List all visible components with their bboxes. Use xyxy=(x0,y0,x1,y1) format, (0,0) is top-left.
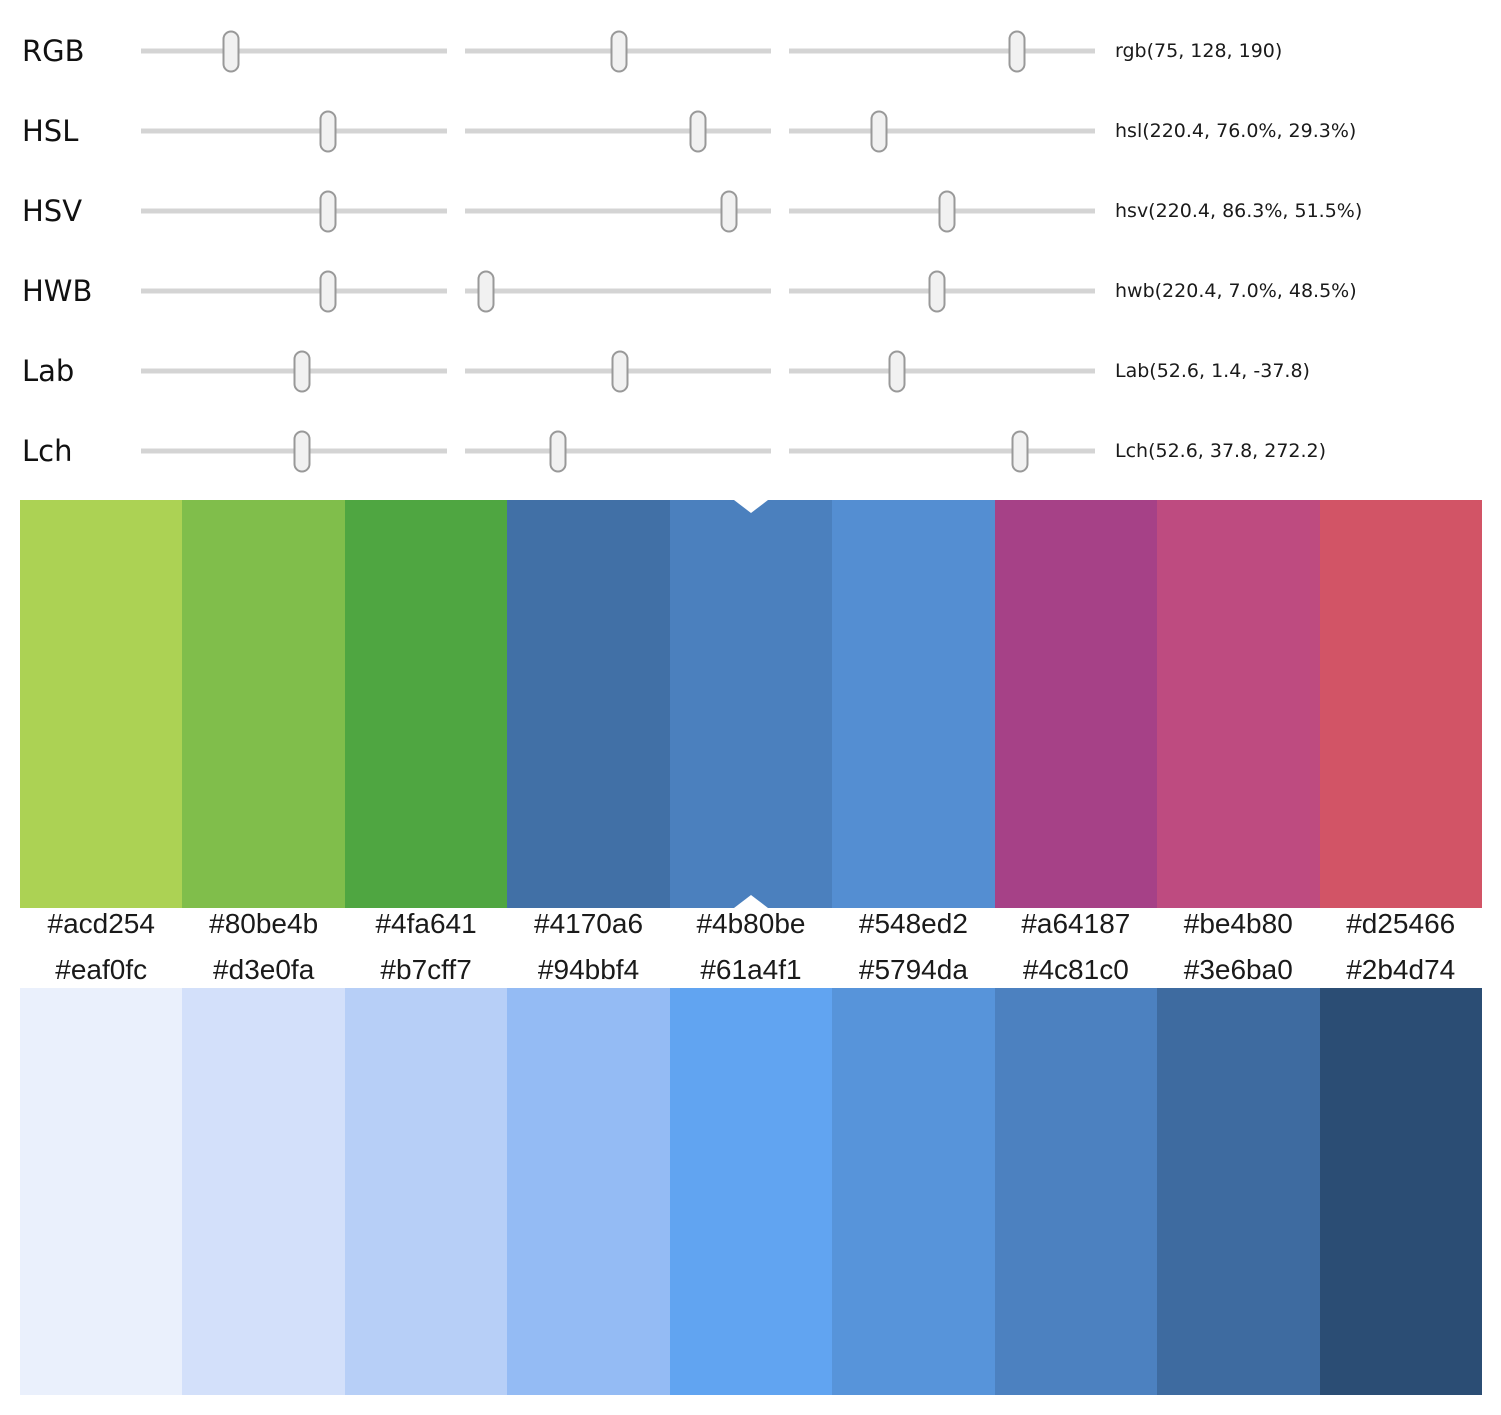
hsv-s-slider-thumb[interactable] xyxy=(720,190,738,232)
rgb-r-slider-track[interactable] xyxy=(141,30,447,72)
hex-label: #4fa641 xyxy=(375,908,477,939)
shades-hex-labels: #eaf0fc #d3e0fa #b7cff7 #94bbf4 #61a4f1 … xyxy=(20,954,1482,986)
lch-label: Lch xyxy=(22,434,73,468)
hex-label: #4170a6 xyxy=(534,908,644,939)
hex-label: #be4b80 xyxy=(1183,908,1293,939)
slider-row-hsl: HSL hsl(220.4, 76.0%, 29.3%) xyxy=(0,101,1501,161)
shade-swatch-8[interactable] xyxy=(1157,988,1320,1395)
hsv-value-text: hsv(220.4, 86.3%, 51.5%) xyxy=(1115,200,1363,222)
shade-swatch-3[interactable] xyxy=(344,988,508,1395)
hwb-label: HWB xyxy=(22,274,93,308)
harmony-swatch-7[interactable] xyxy=(994,500,1158,908)
hsv-h-slider-thumb[interactable] xyxy=(319,190,337,232)
hex-label: #94bbf4 xyxy=(537,954,640,985)
lch-c-slider-track[interactable] xyxy=(465,430,771,472)
hwb-w-slider-thumb[interactable] xyxy=(477,270,495,312)
hsl-value-text: hsl(220.4, 76.0%, 29.3%) xyxy=(1115,120,1357,142)
selected-swatch-marker-bottom-icon xyxy=(733,895,768,908)
hex-label: #eaf0fc xyxy=(55,954,148,985)
hsl-h-slider-track[interactable] xyxy=(141,110,447,152)
hsv-label: HSV xyxy=(22,194,83,228)
rgb-r-slider-thumb[interactable] xyxy=(222,30,240,72)
rgb-b-slider-thumb[interactable] xyxy=(1008,30,1026,72)
hex-label: #a64187 xyxy=(1021,908,1131,939)
lch-c-slider-thumb[interactable] xyxy=(549,430,567,472)
harmony-swatch-4[interactable] xyxy=(507,500,670,908)
rgb-value-text: rgb(75, 128, 190) xyxy=(1115,40,1283,62)
harmony-swatch-5-selected[interactable] xyxy=(669,500,833,908)
hex-label: #3e6ba0 xyxy=(1183,954,1293,985)
harmony-swatch-9[interactable] xyxy=(1319,500,1482,908)
hsl-h-slider-thumb[interactable] xyxy=(319,110,337,152)
shade-swatch-1[interactable] xyxy=(20,988,183,1395)
selected-swatch-marker-top-icon xyxy=(733,500,768,513)
hsl-label: HSL xyxy=(22,114,79,148)
shade-swatch-7[interactable] xyxy=(994,988,1158,1395)
shade-swatch-6[interactable] xyxy=(832,988,995,1395)
harmony-swatch-3[interactable] xyxy=(344,500,508,908)
lab-b-slider-track[interactable] xyxy=(789,350,1095,392)
lch-l-slider-thumb[interactable] xyxy=(293,430,311,472)
lab-b-slider-thumb[interactable] xyxy=(888,350,906,392)
lab-a-slider-thumb[interactable] xyxy=(611,350,629,392)
rgb-g-slider-thumb[interactable] xyxy=(610,30,628,72)
hex-label: #5794da xyxy=(858,954,968,985)
hwb-h-slider-track[interactable] xyxy=(141,270,447,312)
harmony-palette xyxy=(20,500,1482,908)
lab-l-slider-thumb[interactable] xyxy=(293,350,311,392)
shade-swatch-5[interactable] xyxy=(669,988,833,1395)
rgb-b-slider-track[interactable] xyxy=(789,30,1095,72)
hex-label: #acd254 xyxy=(47,908,155,939)
slider-row-lch: Lch Lch(52.6, 37.8, 272.2) xyxy=(0,421,1501,481)
harmony-swatch-1[interactable] xyxy=(20,500,183,908)
lab-a-slider-track[interactable] xyxy=(465,350,771,392)
hwb-h-slider-thumb[interactable] xyxy=(319,270,337,312)
hex-label: #61a4f1 xyxy=(700,954,802,985)
lch-l-slider-track[interactable] xyxy=(141,430,447,472)
hsl-s-slider-thumb[interactable] xyxy=(689,110,707,152)
shades-palette xyxy=(20,988,1482,1395)
hsv-v-slider-track[interactable] xyxy=(789,190,1095,232)
slider-row-lab: Lab Lab(52.6, 1.4, -37.8) xyxy=(0,341,1501,401)
lab-l-slider-track[interactable] xyxy=(141,350,447,392)
hsl-l-slider-thumb[interactable] xyxy=(870,110,888,152)
harmony-swatch-8[interactable] xyxy=(1157,500,1320,908)
rgb-label: RGB xyxy=(22,34,85,68)
lab-value-text: Lab(52.6, 1.4, -37.8) xyxy=(1115,360,1310,382)
hex-label: #4b80be xyxy=(696,908,806,939)
lch-value-text: Lch(52.6, 37.8, 272.2) xyxy=(1115,440,1327,462)
slider-row-hwb: HWB hwb(220.4, 7.0%, 48.5%) xyxy=(0,261,1501,321)
hsv-v-slider-thumb[interactable] xyxy=(938,190,956,232)
harmony-swatch-6[interactable] xyxy=(832,500,995,908)
hex-label: #548ed2 xyxy=(858,908,968,939)
slider-row-rgb: RGB rgb(75, 128, 190) xyxy=(0,21,1501,81)
shade-swatch-2[interactable] xyxy=(182,988,345,1395)
hex-label: #80be4b xyxy=(209,908,319,939)
harmony-hex-labels: #acd254 #80be4b #4fa641 #4170a6 #4b80be … xyxy=(20,908,1482,940)
lch-h-slider-thumb[interactable] xyxy=(1011,430,1029,472)
slider-row-hsv: HSV hsv(220.4, 86.3%, 51.5%) xyxy=(0,181,1501,241)
lch-h-slider-track[interactable] xyxy=(789,430,1095,472)
hwb-b-slider-thumb[interactable] xyxy=(928,270,946,312)
hsv-h-slider-track[interactable] xyxy=(141,190,447,232)
shade-swatch-9[interactable] xyxy=(1319,988,1482,1395)
shade-swatch-4[interactable] xyxy=(507,988,670,1395)
hex-label: #2b4d74 xyxy=(1346,954,1456,985)
hex-label: #b7cff7 xyxy=(380,954,472,985)
hwb-b-slider-track[interactable] xyxy=(789,270,1095,312)
hex-label: #d3e0fa xyxy=(213,954,315,985)
harmony-swatch-2[interactable] xyxy=(182,500,345,908)
hsl-s-slider-track[interactable] xyxy=(465,110,771,152)
hsv-s-slider-track[interactable] xyxy=(465,190,771,232)
hsl-l-slider-track[interactable] xyxy=(789,110,1095,152)
hwb-w-slider-track[interactable] xyxy=(465,270,771,312)
hex-label: #4c81c0 xyxy=(1022,954,1129,985)
rgb-g-slider-track[interactable] xyxy=(465,30,771,72)
lab-label: Lab xyxy=(22,354,75,388)
hwb-value-text: hwb(220.4, 7.0%, 48.5%) xyxy=(1115,280,1357,302)
hex-label: #d25466 xyxy=(1346,908,1456,939)
